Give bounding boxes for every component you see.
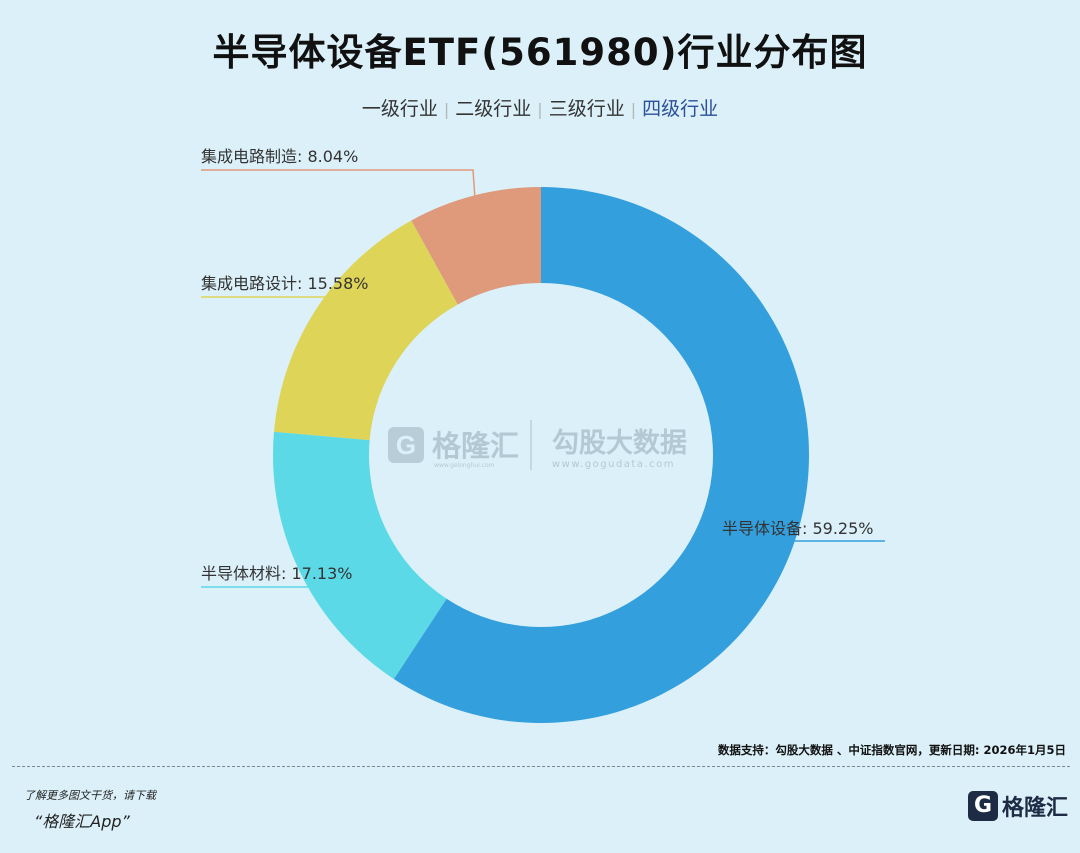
slice-label-2: 半导体材料: 17.13% <box>201 564 353 583</box>
slice-labels: 半导体设备: 59.25% 半导体材料: 17.13% 集成电路设计: 15.58%… <box>201 147 874 583</box>
tab-level-1[interactable]: 一级行业 <box>361 98 438 120</box>
donut-slices <box>272 187 809 723</box>
slice-label-1: 半导体设备: 59.25% <box>722 519 874 538</box>
leader-line-4 <box>201 169 476 200</box>
tab-level-2[interactable]: 二级行业 <box>455 98 532 120</box>
watermark: G 格隆汇 www.gelonghui.com 勾股大数据 www.goguda… <box>388 420 687 470</box>
tab-level-3[interactable]: 三级行业 <box>548 98 625 120</box>
slice-3[interactable] <box>274 220 458 441</box>
data-source-note: 数据支持：勾股大数据 、中证指数官网，更新日期: 2026年1月5日 <box>717 743 1066 757</box>
chart-title: 半导体设备ETF(561980)行业分布图 <box>212 31 868 74</box>
slice-1[interactable] <box>393 187 809 723</box>
tab-level-4[interactable]: 四级行业 <box>642 98 719 120</box>
slice-label-4: 集成电路制造: 8.04% <box>201 147 358 166</box>
industry-level-tabs: 一级行业 | 二级行业 | 三级行业 | 四级行业 <box>0 94 1080 121</box>
brand-name: 格隆汇 <box>1002 796 1069 821</box>
promo-app-name[interactable]: “格隆汇App” <box>34 812 130 831</box>
leader-line-3 <box>201 296 366 312</box>
watermark-left-url: www.gelonghui.com <box>434 462 495 469</box>
leader-line-2 <box>201 569 353 588</box>
watermark-right-name: 勾股大数据 <box>552 428 687 459</box>
tab-separator: | <box>537 100 543 119</box>
svg-text:G: G <box>396 430 416 460</box>
brand-logo: G 格隆汇 <box>968 790 1068 822</box>
brand-logo-icon: G <box>968 791 998 821</box>
watermark-left-name: 格隆汇 <box>432 429 519 463</box>
watermark-logo-icon <box>388 427 424 463</box>
slice-label-3: 集成电路设计: 15.58% <box>201 274 369 293</box>
watermark-right-url: www.gogudata.com <box>552 459 675 470</box>
promo-text: 了解更多图文干货，请下载 <box>24 789 156 802</box>
footer-divider <box>12 766 1070 767</box>
tab-separator: | <box>630 100 637 119</box>
slice-2[interactable] <box>272 431 447 679</box>
tab-separator: | <box>443 100 450 119</box>
slice-4[interactable] <box>411 187 541 305</box>
label-leader-lines <box>201 169 885 588</box>
